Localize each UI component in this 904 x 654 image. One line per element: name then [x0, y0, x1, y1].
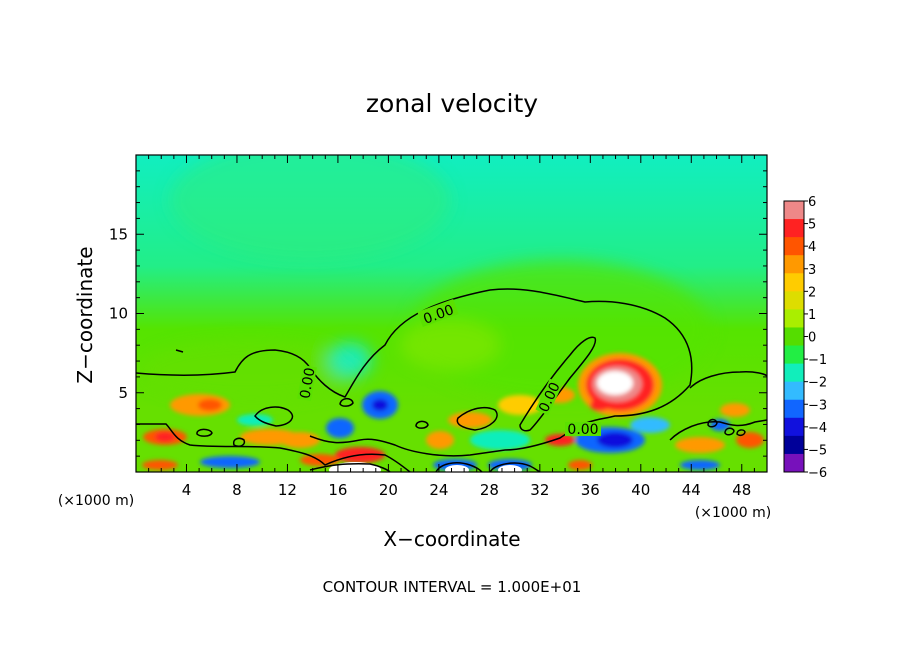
zero-contours: [136, 288, 767, 472]
x-tick-label: 40: [631, 481, 650, 499]
x-tick-label: 4: [182, 481, 192, 499]
x-tick-label: 48: [732, 481, 751, 499]
y-tick-label: 10: [109, 305, 128, 323]
y-axis-label: Z−coordinate: [73, 246, 97, 383]
field-positive-maximum: [578, 353, 662, 417]
colorbar-swatch: [784, 363, 804, 383]
colorbar-label: −1: [808, 353, 827, 368]
x-axis-unit: (×1000 m): [695, 505, 771, 521]
x-axis: 4 8 12 16 20 24 28 32 36 40 44 48: [148, 155, 755, 499]
colorbar-swatch: [784, 291, 804, 310]
colorbar-label: 1: [808, 308, 816, 323]
colorbar-label: −4: [808, 421, 827, 436]
colorbar-swatch: [784, 453, 804, 473]
colorbar-label: −5: [808, 443, 827, 458]
chart-title: zonal velocity: [366, 89, 538, 118]
y-tick-label: 5: [118, 384, 128, 402]
x-tick-label: 28: [480, 481, 499, 499]
plot-area: 0.00 0.00 0.00 0.00: [136, 155, 767, 472]
x-tick-label: 16: [328, 481, 347, 499]
colorbar-swatch: [784, 237, 804, 256]
colorbar-label: 0: [808, 331, 816, 346]
colorbar-label: −2: [808, 376, 827, 391]
contour-interval: CONTOUR INTERVAL = 1.000E+01: [323, 578, 582, 596]
y-axis: 5 10 15: [109, 170, 767, 457]
colorbar-swatch: [784, 273, 804, 292]
contour-label-left: 0.00: [297, 366, 318, 399]
colorbar-swatch: [784, 201, 804, 220]
colorbar-label: −3: [808, 398, 827, 413]
x-tick-label: 44: [682, 481, 701, 499]
colorbar-label: 6: [808, 195, 816, 210]
colorbar-swatch: [784, 381, 804, 401]
colorbar-swatch: [784, 309, 804, 328]
contour-label-low: 0.00: [567, 422, 598, 438]
colorbar-label: 5: [808, 218, 816, 233]
colorbar-swatch: [784, 327, 804, 347]
y-tick-label: 15: [109, 225, 128, 243]
colorbar-swatch: [784, 255, 804, 274]
colorbar-label: 3: [808, 263, 816, 278]
x-tick-label: 36: [581, 481, 600, 499]
x-tick-label: 12: [278, 481, 297, 499]
colorbar-label: −6: [808, 466, 827, 481]
field-low-features: [142, 387, 764, 471]
y-axis-unit: (×1000 m): [58, 493, 134, 509]
colorbar-label: 2: [808, 285, 816, 300]
x-axis-label: X−coordinate: [383, 527, 520, 551]
colorbar-swatch: [784, 345, 804, 365]
colorbar-swatch: [784, 435, 804, 455]
colorbar: 6 5 4 3 2 1 0 −1 −2 −3 −4 −5 −6: [783, 195, 827, 481]
colorbar-swatch: [784, 399, 804, 419]
x-tick-label: 20: [379, 481, 398, 499]
colorbar-label: 4: [808, 240, 816, 255]
colorbar-swatch: [784, 219, 804, 238]
x-tick-label: 24: [429, 481, 448, 499]
x-tick-label: 32: [530, 481, 549, 499]
x-tick-label: 8: [232, 481, 242, 499]
colorbar-swatch: [784, 417, 804, 437]
